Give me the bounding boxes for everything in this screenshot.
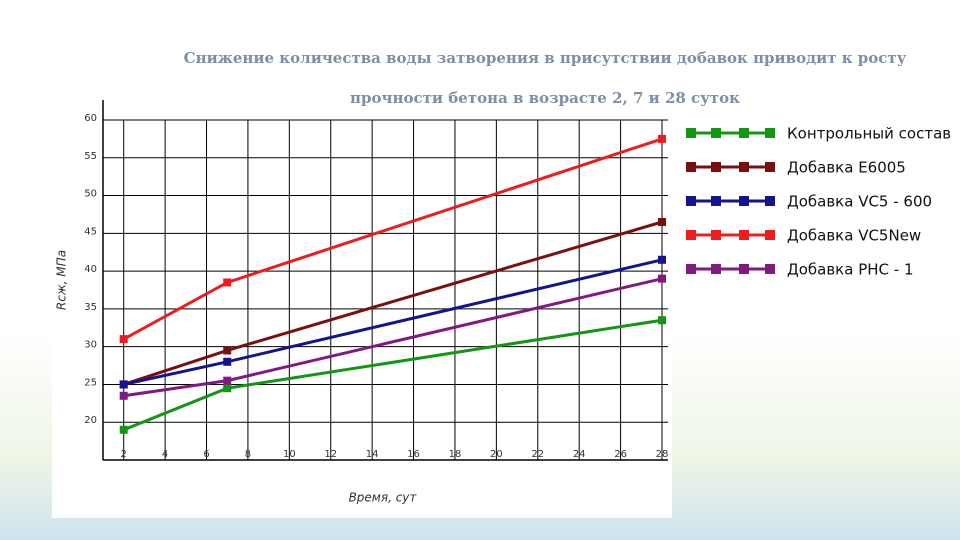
legend-label: Добавка VC5New	[787, 227, 921, 245]
x-tick-label: 20	[490, 449, 503, 460]
data-point	[658, 134, 666, 143]
x-tick-label: 22	[531, 449, 544, 460]
data-point	[658, 274, 666, 283]
y-tick-label: 20	[84, 415, 97, 426]
legend-marker	[686, 230, 696, 240]
legend-marker	[686, 128, 696, 138]
x-tick-label: 6	[203, 449, 209, 460]
x-tick-label: 10	[283, 449, 296, 460]
x-tick-label: 28	[656, 449, 669, 460]
y-tick-label: 40	[84, 264, 97, 275]
legend-marker	[765, 264, 775, 274]
slide-title: Снижение количества воды затворения в пр…	[183, 49, 907, 107]
x-tick-label: 16	[407, 449, 420, 460]
data-point	[223, 376, 232, 385]
data-point	[119, 380, 128, 389]
y-tick-label: 30	[84, 340, 97, 351]
data-point	[119, 391, 128, 400]
legend-marker	[765, 128, 775, 138]
legend-marker	[686, 196, 696, 206]
legend-label: Добавка Е6005	[787, 159, 906, 177]
legend-marker	[739, 162, 749, 172]
y-tick-label: 25	[84, 377, 97, 388]
legend-label: Контрольный состав	[787, 125, 951, 143]
y-axis-title: Rсж, МПа	[55, 250, 69, 310]
legend-marker	[711, 162, 721, 172]
y-tick-label: 55	[84, 151, 97, 162]
legend-marker	[765, 162, 775, 172]
legend-marker	[739, 264, 749, 274]
legend-marker	[711, 196, 721, 206]
data-point	[223, 357, 232, 366]
legend-marker	[739, 128, 749, 138]
legend-marker	[711, 230, 721, 240]
x-tick-label: 2	[121, 449, 127, 460]
x-tick-label: 4	[162, 449, 168, 460]
y-tick-label: 45	[84, 226, 97, 237]
data-point	[223, 346, 232, 355]
legend-marker	[711, 264, 721, 274]
x-axis-title: Время, сут	[349, 491, 418, 505]
legend-marker	[711, 128, 721, 138]
x-tick-label: 18	[449, 449, 462, 460]
data-point	[223, 278, 232, 287]
data-point	[658, 316, 666, 325]
x-tick-label: 12	[324, 449, 337, 460]
legend-label: Добавка PHC - 1	[787, 261, 914, 279]
x-tick-label: 8	[245, 449, 251, 460]
legend-marker	[739, 230, 749, 240]
data-point	[223, 384, 232, 393]
y-tick-label: 35	[84, 302, 97, 313]
y-tick-label: 50	[84, 189, 97, 200]
data-point	[658, 255, 666, 264]
x-tick-label: 14	[366, 449, 379, 460]
legend-marker	[765, 196, 775, 206]
chart-background	[52, 95, 672, 518]
data-point	[119, 335, 128, 344]
legend-label: Добавка VC5 - 600	[787, 193, 932, 211]
legend-marker	[686, 162, 696, 172]
legend-marker	[739, 196, 749, 206]
legend-marker	[686, 264, 696, 274]
x-tick-label: 26	[614, 449, 627, 460]
data-point	[658, 218, 666, 226]
x-tick-label: 24	[573, 449, 586, 460]
legend-marker	[765, 230, 775, 240]
data-point	[119, 425, 128, 434]
y-tick-label: 60	[84, 113, 97, 124]
